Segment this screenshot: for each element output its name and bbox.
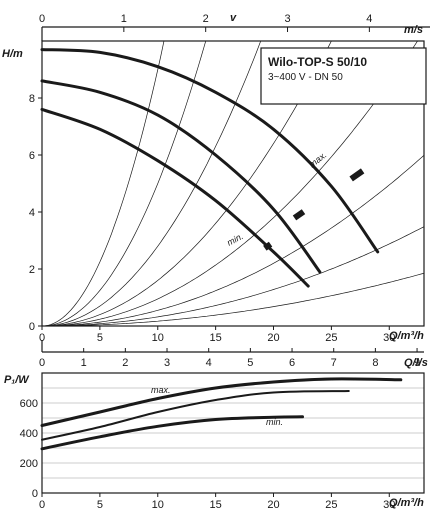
title-box (260, 47, 427, 105)
head-x-tick-label: 15 (210, 332, 222, 344)
head-y-axis-label: H/m (2, 48, 23, 60)
pump-curve-mid (40, 79, 322, 274)
power-y-tick-label: 0 (32, 488, 38, 500)
system-curve-8 (42, 272, 424, 326)
head-series (40, 48, 380, 288)
velocity-axis-unit: m/s (404, 24, 423, 36)
chart-subtitle: 3~400 V - DN 50 (268, 72, 343, 83)
power-curve-min (40, 415, 304, 451)
head-y-tick-label: 8 (29, 93, 35, 105)
flow-lps-tick-label: 5 (247, 357, 253, 369)
system-curves (42, 41, 424, 326)
power-plot-frame (41, 340, 425, 494)
power-x-axis-label: Q/m³/h (389, 497, 424, 509)
power-y-tick-label: 400 (20, 428, 38, 440)
power-max-label: max. (151, 385, 171, 395)
power-y-axis-label: P₁/W (4, 374, 30, 386)
flow-lps-tick-label: 1 (81, 357, 87, 369)
head-x-tick-label: 5 (97, 332, 103, 344)
power-x-tick-label: 20 (267, 499, 279, 511)
velocity-tick-label: 3 (284, 13, 290, 25)
system-curve-2 (42, 41, 207, 326)
flow-lps-tick-label: 7 (331, 357, 337, 369)
system-curve-5 (42, 41, 418, 326)
head-x-tick-label: 20 (267, 332, 279, 344)
power-plot-border (41, 372, 425, 494)
velocity-axis-label: v (230, 12, 237, 24)
flow-lps-tick-label: 4 (206, 357, 212, 369)
power-curve-max (40, 377, 403, 427)
power-x-tick-label: 25 (325, 499, 337, 511)
head-y-tick-label: 0 (29, 321, 35, 333)
velocity-tick-label: 4 (366, 13, 372, 25)
head-y-tick-label: 2 (29, 264, 35, 276)
system-curve-6 (42, 155, 424, 326)
flow-lps-tick-label: 3 (164, 357, 170, 369)
velocity-tick-label: 0 (39, 13, 45, 25)
power-ticks: 0 5 10 15 20 25 30 0 200 400 600 0 1 2 3 4 5 6 7 8 9 (20, 348, 420, 511)
operating-marker-2 (292, 209, 306, 221)
velocity-tick-label: 2 (203, 13, 209, 25)
power-curve-mid (41, 390, 350, 441)
head-plot-border (41, 40, 425, 327)
max-curve-label: max. (307, 150, 329, 170)
pump-curve-max (40, 48, 380, 254)
system-curve-4 (42, 41, 332, 326)
velocity-tick-label: 1 (121, 13, 127, 25)
operating-marker-3 (263, 241, 273, 251)
flow-lps-tick-label: 0 (39, 357, 45, 369)
power-x-tick-label: 5 (97, 499, 103, 511)
head-x-tick-label: 10 (152, 332, 164, 344)
flow-lps-tick-label: 6 (289, 357, 295, 369)
flow-lps-tick-label: 9 (414, 357, 420, 369)
power-min-label: min. (266, 417, 283, 427)
head-y-tick-label: 4 (29, 207, 35, 219)
head-plot-frame (41, 26, 430, 327)
power-x-tick-label: 10 (152, 499, 164, 511)
power-x-tick-label: 30 (383, 499, 395, 511)
head-x-axis-label: Q/m³/h (389, 330, 424, 342)
head-y-tick-label: 6 (29, 150, 35, 162)
operating-marker-1 (349, 168, 365, 182)
power-x-tick-label: 0 (39, 499, 45, 511)
system-curve-3 (42, 41, 262, 326)
power-series (40, 377, 403, 451)
head-ticks: 0 5 10 15 20 25 30 0 2 4 6 8 0 1 2 3 4 (29, 13, 396, 344)
head-x-tick-label: 25 (325, 332, 337, 344)
head-x-tick-label: 0 (39, 332, 45, 344)
power-panel: 0 5 10 15 20 25 30 0 200 400 600 0 1 2 3 4 5 6 7 8 9 P₁/W Q/… (4, 340, 428, 511)
flow-lps-tick-label: 8 (372, 357, 378, 369)
head-x-tick-label: 30 (383, 332, 395, 344)
pump-curve-min (40, 107, 310, 288)
power-y-tick-label: 600 (20, 398, 38, 410)
flow-lps-tick-label: 2 (122, 357, 128, 369)
flow-lps-axis-label: Q/l/s (404, 357, 428, 369)
power-x-tick-label: 15 (210, 499, 222, 511)
chart-title: Wilo-TOP-S 50/10 (268, 55, 367, 69)
system-curve-1 (42, 41, 165, 326)
system-curve-7 (42, 226, 424, 326)
power-y-tick-label: 200 (20, 458, 38, 470)
